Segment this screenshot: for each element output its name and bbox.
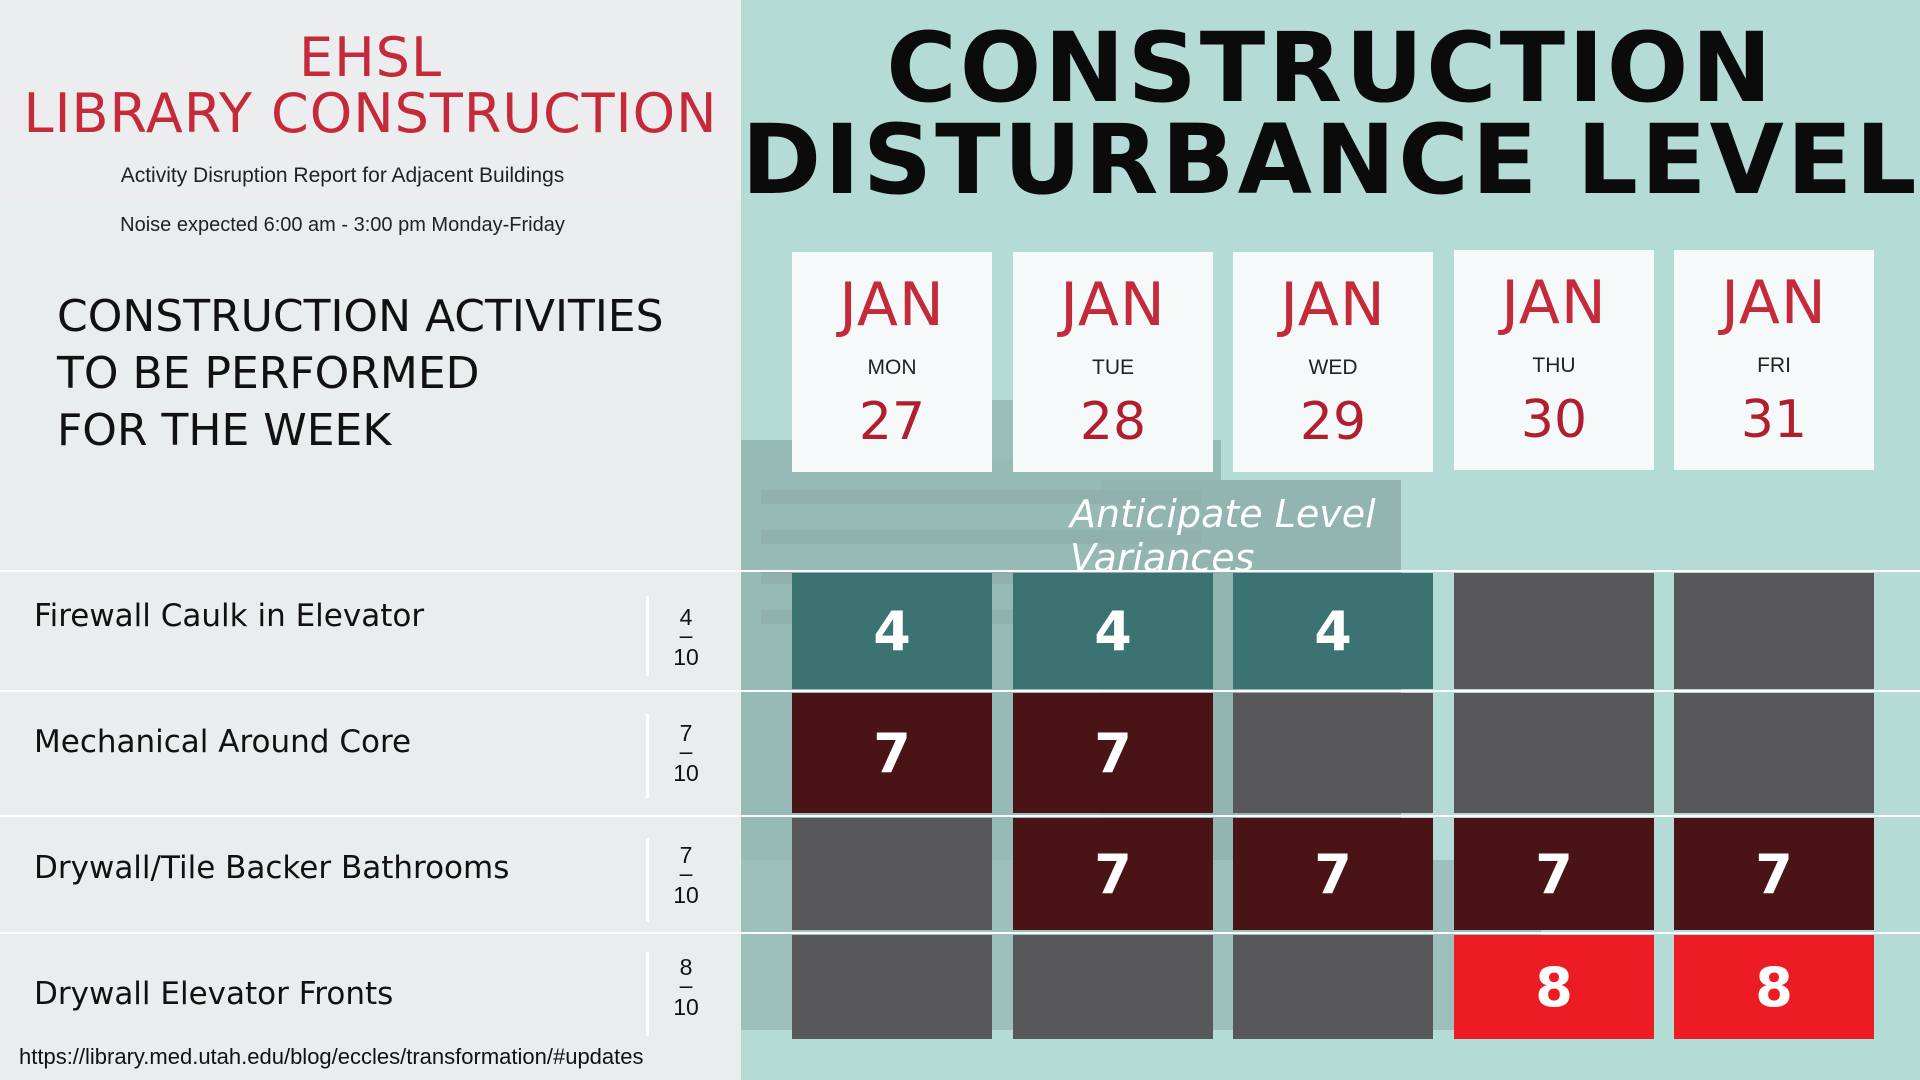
level-separator	[646, 596, 649, 676]
level-cell-row3-mon	[792, 818, 992, 930]
level-cell-row4-thu: 8	[1454, 935, 1654, 1039]
level-cell-row1-mon: 4	[792, 573, 992, 689]
level-cell-row4-wed	[1233, 935, 1433, 1039]
title-line-2: LIBRARY CONSTRUCTION	[23, 82, 718, 145]
date-month: JAN	[1060, 270, 1166, 340]
level-numerator: 8	[679, 954, 693, 980]
level-numerator: 7	[679, 842, 693, 868]
level-cell-row3-tue: 7	[1013, 818, 1213, 930]
date-card-wed: JAN WED 29	[1233, 252, 1433, 472]
activities-heading-line-2: TO BE PERFORMED	[57, 348, 480, 399]
level-denominator: 10	[673, 760, 699, 786]
main-title-line-2: DISTURBANCE LEVEL	[741, 104, 1920, 216]
date-number: 30	[1520, 390, 1588, 450]
activities-heading: CONSTRUCTION ACTIVITIES TO BE PERFORMED …	[57, 288, 717, 459]
activities-heading-line-3: FOR THE WEEK	[57, 405, 392, 456]
date-number: 29	[1299, 392, 1367, 452]
date-month: JAN	[1721, 268, 1827, 338]
level-separator	[646, 952, 649, 1036]
date-card-fri: JAN FRI 31	[1674, 250, 1874, 470]
level-cell-row4-mon	[792, 935, 992, 1039]
level-numerator: 4	[679, 604, 693, 630]
date-weekday: TUE	[1092, 356, 1134, 379]
activity-label-3: Drywall/Tile Backer Bathrooms	[34, 850, 510, 886]
level-cell-row4-fri: 8	[1674, 935, 1874, 1039]
date-month: JAN	[1280, 270, 1386, 340]
level-fraction-4: 8 – 10	[656, 954, 716, 1020]
row-divider	[0, 932, 1920, 934]
level-cell-row3-fri: 7	[1674, 818, 1874, 930]
level-denominator: 10	[673, 644, 699, 670]
date-weekday: MON	[867, 356, 917, 379]
updates-url[interactable]: https://library.med.utah.edu/blog/eccles…	[19, 1044, 644, 1069]
level-cell-row3-wed: 7	[1233, 818, 1433, 930]
date-number: 27	[858, 392, 926, 452]
level-denominator: 10	[673, 882, 699, 908]
level-denominator: 10	[673, 994, 699, 1020]
fraction-bar: –	[679, 860, 693, 886]
level-fraction-3: 7 – 10	[656, 842, 716, 908]
level-separator	[646, 838, 649, 922]
date-weekday: THU	[1532, 354, 1576, 377]
level-cell-row2-thu	[1454, 693, 1654, 813]
fraction-bar: –	[679, 738, 693, 764]
main-title-line-1: CONSTRUCTION	[886, 12, 1775, 124]
header-box	[0, 0, 741, 200]
level-fraction-2: 7 – 10	[656, 720, 716, 786]
level-cell-row4-tue	[1013, 935, 1213, 1039]
noise-note: Noise expected 6:00 am - 3:00 pm Monday-…	[120, 214, 565, 236]
row-divider	[0, 690, 1920, 692]
level-numerator: 7	[679, 720, 693, 746]
date-card-tue: JAN TUE 28	[1013, 252, 1213, 472]
date-month: JAN	[839, 270, 945, 340]
row-divider	[0, 570, 1920, 572]
level-cell-row1-wed: 4	[1233, 573, 1433, 689]
fraction-bar: –	[679, 972, 693, 998]
level-cell-row2-mon: 7	[792, 693, 992, 813]
activity-label-4: Drywall Elevator Fronts	[34, 976, 394, 1012]
main-title: CONSTRUCTION DISTURBANCE LEVEL	[741, 12, 1920, 216]
fraction-bar: –	[679, 622, 693, 648]
activity-label-2: Mechanical Around Core	[34, 724, 412, 760]
date-month: JAN	[1501, 268, 1607, 338]
level-cell-row1-fri	[1674, 573, 1874, 689]
row-divider	[0, 815, 1920, 817]
date-weekday: FRI	[1757, 354, 1791, 377]
date-weekday: WED	[1308, 356, 1358, 379]
title-line-1: EHSL	[298, 26, 443, 89]
date-number: 28	[1079, 392, 1147, 452]
level-cell-row1-thu	[1454, 573, 1654, 689]
date-number: 31	[1740, 390, 1808, 450]
activity-label-1: Firewall Caulk in Elevator	[34, 598, 425, 634]
level-cell-row1-tue: 4	[1013, 573, 1213, 689]
level-separator	[646, 714, 649, 798]
level-fraction-1: 4 – 10	[656, 604, 716, 670]
level-cell-row2-wed	[1233, 693, 1433, 813]
variance-note: Anticipate Level Variances	[1070, 492, 1376, 580]
level-cell-row2-fri	[1674, 693, 1874, 813]
date-card-thu: JAN THU 30	[1454, 250, 1654, 470]
subtitle: Activity Disruption Report for Adjacent …	[120, 164, 565, 187]
activities-heading-line-1: CONSTRUCTION ACTIVITIES	[57, 291, 664, 342]
date-card-mon: JAN MON 27	[792, 252, 992, 472]
level-cell-row3-thu: 7	[1454, 818, 1654, 930]
left-panel: EHSL LIBRARY CONSTRUCTION Activity Disru…	[0, 0, 741, 1080]
level-cell-row2-tue: 7	[1013, 693, 1213, 813]
